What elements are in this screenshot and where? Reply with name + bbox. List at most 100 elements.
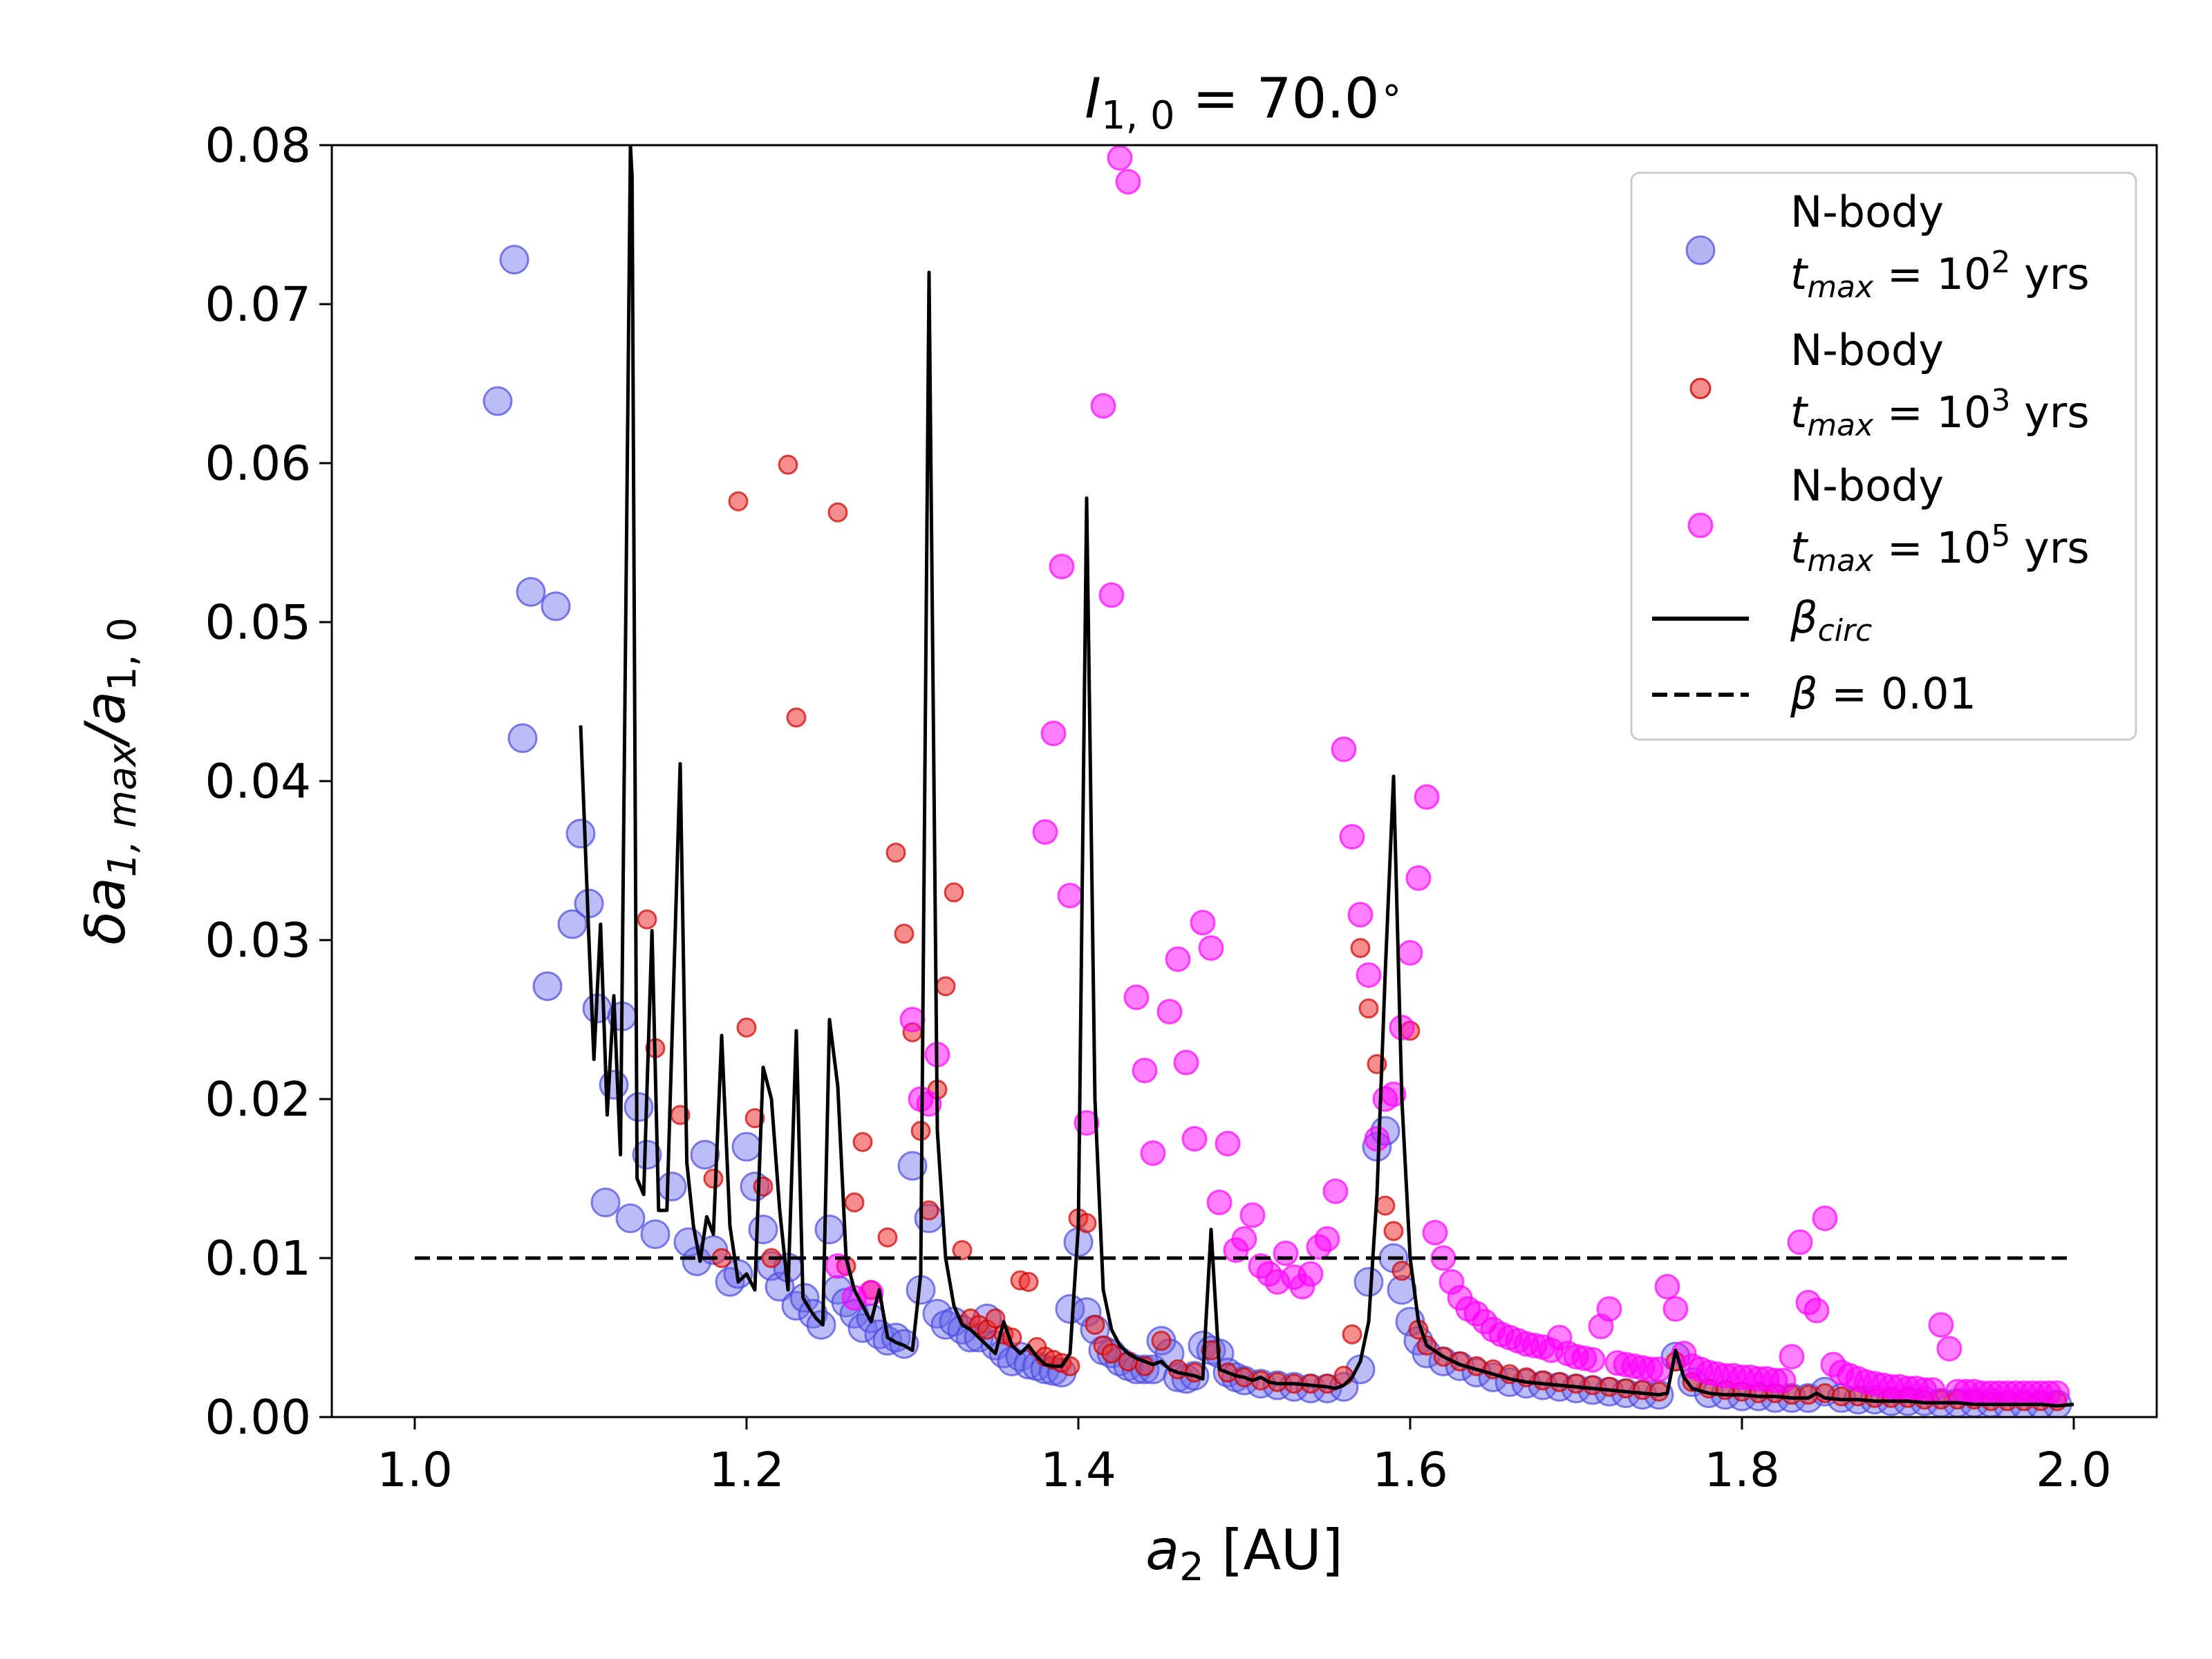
legend-entry-4: βcirc	[1790, 592, 1872, 648]
point-red	[728, 491, 749, 512]
point-blue	[532, 971, 563, 1002]
legend-entry-5: β = 0.01	[1790, 668, 1976, 719]
y-tick-label: 0.04	[205, 754, 311, 809]
point-magenta	[1646, 1356, 1672, 1382]
axis-ticks: 1.0 1.2 1.4 1.6 1.8 2.0 0.00 0.01 0.02 0.03 0.04 0.…	[205, 118, 2112, 1498]
legend: N-body tmax = 102 yrs N-body tmax = 103 …	[1630, 171, 2137, 741]
point-red	[1358, 998, 1379, 1019]
point-red	[1566, 1374, 1586, 1394]
point-magenta	[1107, 145, 1133, 171]
point-magenta	[2044, 1380, 2070, 1406]
point-magenta	[1181, 1126, 1208, 1152]
point-magenta	[1190, 910, 1216, 936]
point-magenta	[1115, 169, 1141, 195]
point-red	[827, 502, 848, 523]
point-red	[1615, 1378, 1636, 1399]
y-tick-label: 0.03	[205, 913, 311, 968]
point-red	[1549, 1371, 1570, 1392]
point-magenta	[1215, 1130, 1241, 1156]
point-red	[1649, 1381, 1669, 1402]
y-tick-label: 0.00	[205, 1390, 311, 1445]
point-blue	[897, 1151, 928, 1181]
point-magenta	[1331, 736, 1357, 762]
chart-title: I1, 0 = 70.0∘	[1085, 66, 1404, 138]
point-red	[1018, 1272, 1039, 1292]
y-tick-label: 0.08	[205, 118, 311, 174]
legend-entry-2-line2: tmax = 103 yrs	[1790, 383, 2090, 443]
point-red	[1632, 1380, 1653, 1400]
plot-area	[415, 145, 2074, 1417]
point-red	[952, 1240, 973, 1260]
point-magenta	[1936, 1335, 1962, 1362]
point-blue	[657, 1172, 687, 1201]
point-red	[1383, 1221, 1404, 1241]
point-red	[736, 1018, 757, 1038]
point-red	[1317, 1374, 1338, 1394]
y-tick-label: 0.06	[205, 436, 311, 491]
point-magenta	[1156, 999, 1183, 1024]
point-magenta	[1803, 1297, 1830, 1324]
y-tick-label: 0.01	[205, 1231, 311, 1286]
point-blue	[814, 1215, 845, 1245]
point-magenta	[1654, 1273, 1680, 1300]
point-magenta	[1779, 1344, 1805, 1370]
point-red	[637, 909, 657, 930]
point-magenta	[1322, 1178, 1349, 1204]
series-magenta	[825, 145, 2070, 1406]
point-magenta	[1049, 554, 1075, 579]
point-blue	[590, 1188, 621, 1217]
point-blue	[748, 1215, 778, 1245]
point-magenta	[1314, 1226, 1340, 1252]
point-red	[935, 976, 956, 997]
point-magenta	[1231, 1226, 1257, 1252]
point-red	[1582, 1375, 1603, 1396]
point-magenta	[1928, 1312, 1954, 1338]
point-blue	[507, 723, 538, 753]
point-blue	[565, 818, 596, 849]
x-axis-label: a2 [AU]	[1145, 1518, 1343, 1590]
y-tick-label: 0.02	[205, 1072, 311, 1127]
point-magenta	[1040, 720, 1067, 747]
point-magenta	[1032, 819, 1058, 845]
point-magenta	[1397, 939, 1423, 966]
point-red	[844, 1192, 865, 1212]
point-magenta	[1123, 984, 1150, 1011]
x-tick-label: 1.8	[1704, 1443, 1780, 1498]
point-magenta	[1414, 784, 1440, 810]
point-magenta	[1812, 1206, 1838, 1231]
point-blue	[731, 1132, 762, 1162]
point-red	[1151, 1331, 1172, 1351]
point-magenta	[1132, 1058, 1158, 1084]
point-blue	[615, 1203, 646, 1233]
point-magenta	[899, 1006, 926, 1033]
point-blue	[640, 1219, 671, 1249]
point-magenta	[1580, 1347, 1606, 1373]
point-red	[744, 1108, 765, 1129]
point-red	[1101, 1343, 1122, 1364]
point-red	[1076, 1212, 1097, 1233]
point-red	[944, 882, 964, 903]
legend-entry-1-line1: N-body	[1790, 187, 1944, 237]
legend-marker-red	[1689, 377, 1712, 400]
point-magenta	[1356, 962, 1382, 988]
point-red	[1599, 1376, 1620, 1397]
beta-circ-line	[579, 145, 2074, 1408]
point-red	[885, 843, 906, 863]
point-red	[1831, 1386, 1852, 1407]
point-magenta	[1422, 1219, 1448, 1246]
point-red	[1350, 938, 1371, 958]
point-blue	[541, 591, 571, 621]
point-blue	[557, 909, 588, 939]
point-magenta	[1198, 935, 1224, 961]
point-magenta	[1297, 1261, 1324, 1287]
point-blue	[690, 1140, 720, 1170]
point-magenta	[1364, 1126, 1390, 1152]
point-magenta	[1140, 1140, 1166, 1166]
x-tick-label: 1.6	[1372, 1443, 1448, 1498]
legend-entry-3-line2: tmax = 105 yrs	[1790, 518, 2090, 579]
legend-entry-2-line1: N-body	[1790, 325, 1944, 375]
legend-entry-3-line1: N-body	[1790, 460, 1944, 511]
legend-marker-magenta	[1687, 512, 1714, 538]
point-red	[894, 924, 915, 944]
point-red	[1391, 1260, 1412, 1281]
